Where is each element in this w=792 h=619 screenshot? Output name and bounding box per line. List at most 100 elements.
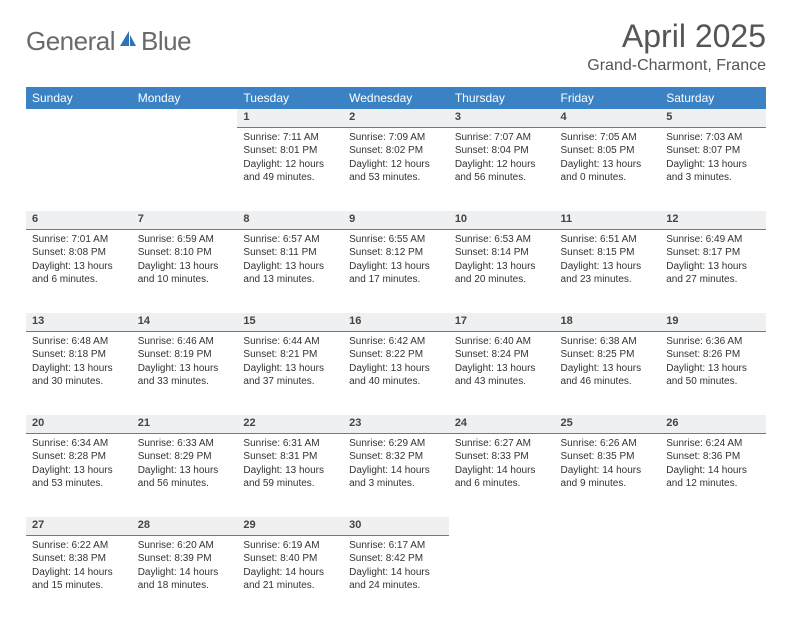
day-detail-cell: Sunrise: 6:29 AMSunset: 8:32 PMDaylight:… [343, 433, 449, 517]
month-title: April 2025 [587, 18, 766, 55]
sunrise-text: Sunrise: 6:53 AM [455, 233, 549, 247]
day-number-cell [26, 109, 132, 127]
daylight-text: Daylight: 13 hours and 13 minutes. [243, 260, 337, 287]
day-number-cell: 17 [449, 313, 555, 331]
day-number-cell: 22 [237, 415, 343, 433]
day-detail-cell: Sunrise: 6:49 AMSunset: 8:17 PMDaylight:… [660, 229, 766, 313]
day-detail-cell: Sunrise: 6:51 AMSunset: 8:15 PMDaylight:… [555, 229, 661, 313]
sunrise-text: Sunrise: 6:33 AM [138, 437, 232, 451]
day-detail-cell: Sunrise: 7:11 AMSunset: 8:01 PMDaylight:… [237, 127, 343, 211]
brand-logo: General Blue [26, 18, 191, 57]
day-number-cell: 21 [132, 415, 238, 433]
day-number-cell: 11 [555, 211, 661, 229]
day-number-cell: 12 [660, 211, 766, 229]
day-number-cell: 3 [449, 109, 555, 127]
sunrise-text: Sunrise: 7:11 AM [243, 131, 337, 145]
day-detail-cell: Sunrise: 7:09 AMSunset: 8:02 PMDaylight:… [343, 127, 449, 211]
daylight-text: Daylight: 13 hours and 10 minutes. [138, 260, 232, 287]
sunrise-text: Sunrise: 6:48 AM [32, 335, 126, 349]
day-detail-cell: Sunrise: 6:27 AMSunset: 8:33 PMDaylight:… [449, 433, 555, 517]
sunrise-text: Sunrise: 7:09 AM [349, 131, 443, 145]
sunrise-text: Sunrise: 6:59 AM [138, 233, 232, 247]
daylight-text: Daylight: 13 hours and 0 minutes. [561, 158, 655, 185]
day-number-cell: 26 [660, 415, 766, 433]
day-detail-cell: Sunrise: 6:31 AMSunset: 8:31 PMDaylight:… [237, 433, 343, 517]
day-detail-cell: Sunrise: 6:36 AMSunset: 8:26 PMDaylight:… [660, 331, 766, 415]
day-detail-cell: Sunrise: 6:48 AMSunset: 8:18 PMDaylight:… [26, 331, 132, 415]
day-number-cell: 8 [237, 211, 343, 229]
sunset-text: Sunset: 8:26 PM [666, 348, 760, 362]
day-detail-cell [660, 535, 766, 619]
daylight-text: Daylight: 13 hours and 46 minutes. [561, 362, 655, 389]
day-detail-cell: Sunrise: 7:07 AMSunset: 8:04 PMDaylight:… [449, 127, 555, 211]
daylight-text: Daylight: 14 hours and 21 minutes. [243, 566, 337, 593]
sunrise-text: Sunrise: 6:42 AM [349, 335, 443, 349]
day-number-cell [555, 517, 661, 535]
day-detail-cell: Sunrise: 6:53 AMSunset: 8:14 PMDaylight:… [449, 229, 555, 313]
daylight-text: Daylight: 13 hours and 20 minutes. [455, 260, 549, 287]
sunrise-text: Sunrise: 6:19 AM [243, 539, 337, 553]
day-detail-cell: Sunrise: 6:46 AMSunset: 8:19 PMDaylight:… [132, 331, 238, 415]
sunrise-text: Sunrise: 6:57 AM [243, 233, 337, 247]
sunset-text: Sunset: 8:05 PM [561, 144, 655, 158]
daylight-text: Daylight: 12 hours and 56 minutes. [455, 158, 549, 185]
sunrise-text: Sunrise: 7:03 AM [666, 131, 760, 145]
daylight-text: Daylight: 14 hours and 3 minutes. [349, 464, 443, 491]
day-number-cell: 16 [343, 313, 449, 331]
daylight-text: Daylight: 14 hours and 18 minutes. [138, 566, 232, 593]
day-detail-cell: Sunrise: 6:44 AMSunset: 8:21 PMDaylight:… [237, 331, 343, 415]
day-number-cell: 29 [237, 517, 343, 535]
day-number-row: 6789101112 [26, 211, 766, 229]
daylight-text: Daylight: 13 hours and 3 minutes. [666, 158, 760, 185]
day-detail-cell [555, 535, 661, 619]
sunrise-text: Sunrise: 6:46 AM [138, 335, 232, 349]
sunset-text: Sunset: 8:35 PM [561, 450, 655, 464]
header: General Blue April 2025 Grand-Charmont, … [26, 18, 766, 75]
sunrise-text: Sunrise: 6:49 AM [666, 233, 760, 247]
sunrise-text: Sunrise: 7:05 AM [561, 131, 655, 145]
day-detail-cell: Sunrise: 7:01 AMSunset: 8:08 PMDaylight:… [26, 229, 132, 313]
day-detail-cell [26, 127, 132, 211]
day-number-cell: 23 [343, 415, 449, 433]
day-detail-row: Sunrise: 6:22 AMSunset: 8:38 PMDaylight:… [26, 535, 766, 619]
day-number-cell: 19 [660, 313, 766, 331]
sunset-text: Sunset: 8:42 PM [349, 552, 443, 566]
sunset-text: Sunset: 8:32 PM [349, 450, 443, 464]
sunrise-text: Sunrise: 6:26 AM [561, 437, 655, 451]
sunset-text: Sunset: 8:38 PM [32, 552, 126, 566]
sunrise-text: Sunrise: 6:24 AM [666, 437, 760, 451]
sunrise-text: Sunrise: 7:01 AM [32, 233, 126, 247]
sunset-text: Sunset: 8:31 PM [243, 450, 337, 464]
sunset-text: Sunset: 8:10 PM [138, 246, 232, 260]
sunset-text: Sunset: 8:15 PM [561, 246, 655, 260]
brand-text-2: Blue [141, 26, 191, 57]
day-header: Friday [555, 87, 661, 109]
day-detail-row: Sunrise: 7:11 AMSunset: 8:01 PMDaylight:… [26, 127, 766, 211]
title-block: April 2025 Grand-Charmont, France [587, 18, 766, 75]
day-number-cell: 5 [660, 109, 766, 127]
day-detail-cell: Sunrise: 6:38 AMSunset: 8:25 PMDaylight:… [555, 331, 661, 415]
day-number-cell: 9 [343, 211, 449, 229]
day-number-cell [132, 109, 238, 127]
daylight-text: Daylight: 12 hours and 53 minutes. [349, 158, 443, 185]
daylight-text: Daylight: 13 hours and 6 minutes. [32, 260, 126, 287]
sunrise-text: Sunrise: 6:34 AM [32, 437, 126, 451]
daylight-text: Daylight: 13 hours and 23 minutes. [561, 260, 655, 287]
sunrise-text: Sunrise: 6:55 AM [349, 233, 443, 247]
daylight-text: Daylight: 13 hours and 27 minutes. [666, 260, 760, 287]
day-detail-cell: Sunrise: 6:17 AMSunset: 8:42 PMDaylight:… [343, 535, 449, 619]
day-detail-cell: Sunrise: 6:42 AMSunset: 8:22 PMDaylight:… [343, 331, 449, 415]
daylight-text: Daylight: 13 hours and 17 minutes. [349, 260, 443, 287]
sunset-text: Sunset: 8:14 PM [455, 246, 549, 260]
day-header: Saturday [660, 87, 766, 109]
sunset-text: Sunset: 8:22 PM [349, 348, 443, 362]
day-number-cell: 20 [26, 415, 132, 433]
day-detail-row: Sunrise: 6:34 AMSunset: 8:28 PMDaylight:… [26, 433, 766, 517]
day-number-cell: 7 [132, 211, 238, 229]
sunset-text: Sunset: 8:11 PM [243, 246, 337, 260]
day-detail-cell: Sunrise: 6:22 AMSunset: 8:38 PMDaylight:… [26, 535, 132, 619]
day-detail-cell: Sunrise: 6:33 AMSunset: 8:29 PMDaylight:… [132, 433, 238, 517]
day-detail-cell: Sunrise: 6:19 AMSunset: 8:40 PMDaylight:… [237, 535, 343, 619]
daylight-text: Daylight: 14 hours and 15 minutes. [32, 566, 126, 593]
sunrise-text: Sunrise: 6:38 AM [561, 335, 655, 349]
